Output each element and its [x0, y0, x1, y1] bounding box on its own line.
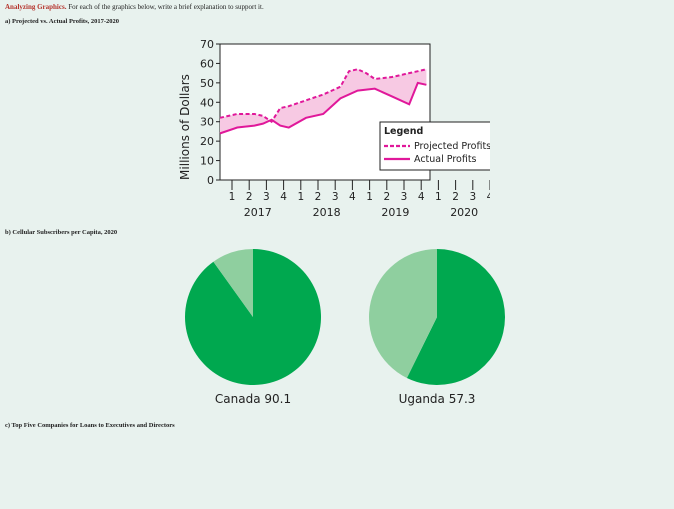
x-tick-label: 4 [349, 191, 356, 203]
legend-projected-label: Projected Profits [414, 141, 490, 152]
x-tick-label: 1 [366, 191, 373, 203]
x-tick-label: 3 [401, 191, 408, 203]
x-tick-label: 3 [263, 191, 270, 203]
x-tick-label: 2 [383, 191, 390, 203]
year-label: 2018 [313, 206, 341, 219]
year-label: 2020 [450, 206, 478, 219]
year-label: 2017 [244, 206, 272, 219]
x-tick-label: 2 [246, 191, 253, 203]
y-tick-label: 10 [200, 155, 214, 168]
projected-profits-line [219, 68, 427, 124]
year-label: 2019 [381, 206, 409, 219]
x-tick-label: 3 [469, 191, 476, 203]
pie-label-canada: Canada 90.1 [215, 392, 291, 406]
canada-slice-dark [185, 249, 322, 385]
y-tick-label: 0 [207, 174, 214, 187]
y-tick-label: 20 [200, 135, 214, 148]
page-header: Analyzing Graphics. For each of the grap… [5, 3, 264, 11]
y-tick-label: 50 [200, 77, 214, 90]
legend-actual-label: Actual Profits [414, 154, 477, 165]
x-tick-label: 4 [280, 191, 287, 203]
pie-chart-uganda: Uganda 57.3 [369, 249, 506, 406]
section-b-title: b) Cellular Subscribers per Capita, 2020 [5, 229, 118, 236]
x-tick-label: 3 [332, 191, 339, 203]
pie-chart-canada: Canada 90.1 [185, 249, 322, 406]
y-tick-label: 60 [200, 57, 214, 70]
pie-label-uganda: Uganda 57.3 [399, 392, 476, 406]
x-tick-label: 2 [452, 191, 459, 203]
x-tick-label: 4 [418, 191, 425, 203]
x-tick-label: 1 [229, 191, 236, 203]
y-tick-label: 70 [200, 38, 214, 51]
legend-title: Legend [384, 126, 423, 137]
x-tick-label: 2 [315, 191, 322, 203]
header-instructions: For each of the graphics below, write a … [68, 3, 264, 11]
legend: Legend Projected Profits Actual Profits [379, 121, 490, 171]
section-a-title: a) Projected vs. Actual Profits, 2017-20… [5, 18, 120, 25]
section-c-title: c) Top Five Companies for Loans to Execu… [5, 422, 175, 429]
x-tick-label: 4 [487, 191, 490, 203]
x-tick-label: 1 [297, 191, 304, 203]
canada-slice-light [213, 249, 253, 317]
y-tick-label: 30 [200, 116, 214, 129]
profit-gap-band [220, 69, 427, 134]
x-tick-label: 1 [435, 191, 442, 203]
y-axis-label: Millions of Dollars [178, 74, 192, 180]
uganda-slice-light [369, 249, 437, 378]
uganda-slice-dark [406, 249, 506, 385]
header-title: Analyzing Graphics. [5, 3, 67, 11]
y-tick-label: 40 [200, 96, 214, 109]
actual-profits-line [219, 81, 427, 135]
